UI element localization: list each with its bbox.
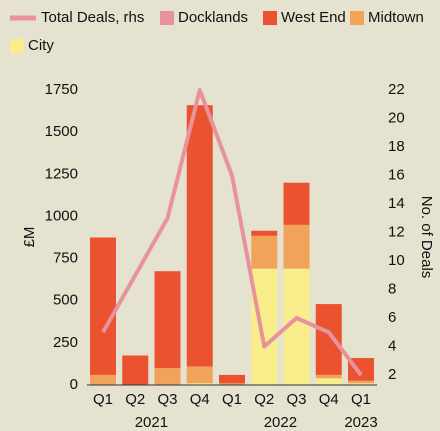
x-tick-label: Q2 xyxy=(254,391,274,408)
bar-segment xyxy=(251,235,278,269)
y-axis-label: £M xyxy=(21,227,38,248)
bar-segment xyxy=(348,380,374,384)
bar-segment xyxy=(348,383,374,385)
bar-segment xyxy=(251,268,278,385)
y2-tick-label: 8 xyxy=(388,280,396,297)
bar-segment xyxy=(122,355,149,385)
x-tick-label: Q3 xyxy=(286,391,306,408)
bar-segment xyxy=(90,237,116,375)
x-tick-label: Q3 xyxy=(157,391,177,408)
y-tick-label: 250 xyxy=(53,334,78,351)
x-tick-label: Q1 xyxy=(351,391,371,408)
legend-label: Docklands xyxy=(178,9,248,26)
bar-segment xyxy=(186,366,213,384)
y-tick-label: 1250 xyxy=(45,165,78,182)
bar-segment xyxy=(186,105,213,367)
y2-tick-label: 18 xyxy=(388,138,405,155)
bar-segment xyxy=(154,368,181,385)
legend-swatch xyxy=(263,11,277,25)
y2-tick-label: 20 xyxy=(388,109,405,126)
y-tick-label: 750 xyxy=(53,250,78,267)
bar-segment xyxy=(154,271,181,369)
bar-segment xyxy=(219,374,245,384)
bar-segment xyxy=(283,182,310,225)
legend-swatch xyxy=(10,39,24,53)
bar-segment xyxy=(315,304,342,375)
x-tick-label: Q2 xyxy=(125,391,145,408)
legend-swatch xyxy=(160,11,174,25)
bar-segment xyxy=(283,224,310,269)
bar-segment xyxy=(315,378,342,385)
y-tick-label: 500 xyxy=(53,292,78,309)
legend-label: Total Deals, rhs xyxy=(41,9,144,26)
legend-swatch xyxy=(350,11,364,25)
x-tick-label: Q1 xyxy=(93,391,113,408)
x-tick-label: Q4 xyxy=(190,391,210,408)
y-tick-label: 1000 xyxy=(45,207,78,224)
y-tick-label: 1500 xyxy=(45,123,78,140)
y2-tick-label: 16 xyxy=(388,166,405,183)
deals-line xyxy=(101,88,363,377)
x-tick-label: Q4 xyxy=(319,391,339,408)
legend-label: City xyxy=(28,37,54,54)
y2-tick-label: 22 xyxy=(388,81,405,98)
y2-tick-label: 6 xyxy=(388,309,396,326)
y2-tick-label: 2 xyxy=(388,366,396,383)
y2-tick-label: 14 xyxy=(388,195,405,212)
year-label: 2022 xyxy=(264,414,297,431)
y2-tick-label: 12 xyxy=(388,223,405,240)
bar-segment xyxy=(251,230,278,236)
y2-axis-label: No. of Deals xyxy=(418,196,435,279)
bar-segment xyxy=(90,374,116,385)
y-tick-label: 0 xyxy=(70,376,78,393)
y2-tick-label: 10 xyxy=(388,252,405,269)
year-label: 2021 xyxy=(135,414,168,431)
bar-segment xyxy=(186,383,213,385)
year-label: 2023 xyxy=(344,414,377,431)
x-tick-label: Q1 xyxy=(222,391,242,408)
bar-segment xyxy=(315,374,342,379)
legend-label: Midtown xyxy=(368,9,424,26)
y-tick-label: 1750 xyxy=(45,81,78,98)
bar-segment xyxy=(219,383,245,385)
y2-tick-label: 4 xyxy=(388,337,396,354)
legend-label: West End xyxy=(281,9,346,26)
